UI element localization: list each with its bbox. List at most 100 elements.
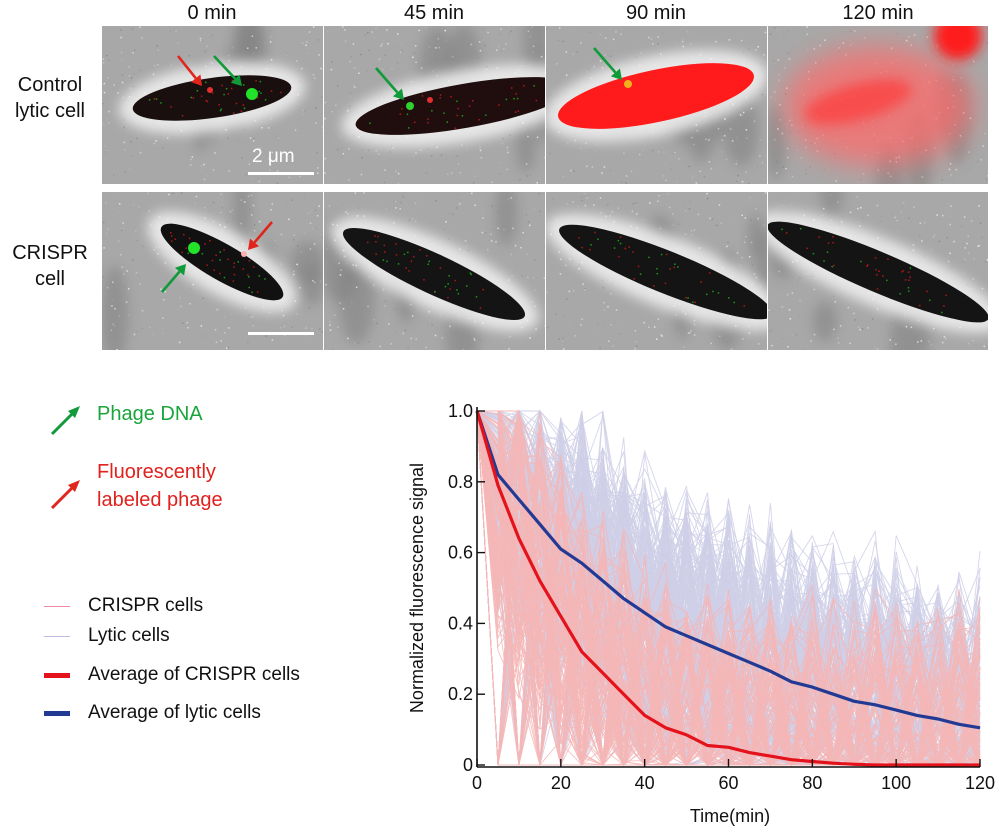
noise: [158, 297, 161, 299]
noise: [306, 41, 308, 43]
noise: [375, 322, 378, 325]
noise: [508, 348, 510, 350]
noise: [755, 276, 758, 279]
noise: [250, 194, 253, 197]
noise: [402, 332, 405, 335]
noise: [936, 214, 938, 216]
noise: [113, 174, 115, 176]
noise: [182, 280, 184, 282]
fluor-speckle: [407, 251, 409, 254]
noise: [769, 300, 771, 303]
fluor-speckle: [204, 243, 206, 245]
noise: [354, 86, 356, 89]
noise: [910, 44, 912, 46]
noise: [934, 233, 936, 236]
noise: [920, 340, 923, 342]
noise: [287, 207, 289, 210]
fluor-speckle: [656, 267, 658, 270]
noise: [859, 328, 861, 331]
noise: [637, 169, 639, 172]
legend-item-lytic-cells: Lytic cells: [44, 624, 170, 648]
fluor-speckle: [211, 92, 214, 94]
noise: [730, 331, 732, 333]
noise: [634, 329, 637, 332]
noise: [308, 126, 311, 129]
y-tick-label: 0.8: [448, 472, 473, 492]
noise: [580, 147, 582, 150]
noise: [349, 95, 352, 98]
noise: [737, 174, 739, 177]
fluor-speckle: [447, 296, 449, 299]
fluor-speckle: [231, 79, 234, 82]
noise: [251, 35, 254, 37]
noise: [987, 174, 988, 177]
fluor-speckle: [427, 263, 429, 266]
noise: [578, 268, 580, 270]
noise: [822, 214, 824, 216]
noise: [599, 197, 602, 199]
noise: [392, 222, 395, 224]
fluor-speckle: [468, 105, 471, 107]
noise: [874, 347, 877, 350]
noise: [452, 56, 454, 58]
noise: [718, 204, 721, 206]
fluor-speckle: [431, 110, 433, 112]
noise: [373, 36, 376, 39]
noise: [799, 299, 801, 302]
noise: [134, 230, 137, 233]
fluor-speckle: [375, 241, 377, 243]
noise: [777, 206, 779, 208]
fluor-speckle: [687, 297, 689, 299]
noise: [589, 31, 591, 34]
noise: [280, 263, 282, 265]
noise: [312, 279, 314, 282]
noise: [106, 286, 109, 289]
noise: [953, 234, 956, 237]
noise: [864, 36, 866, 39]
noise: [779, 104, 781, 106]
noise: [773, 27, 776, 29]
noise: [292, 273, 295, 276]
noise: [928, 340, 930, 343]
noise: [506, 168, 509, 171]
fluor-speckle: [260, 92, 262, 94]
noise: [741, 256, 743, 259]
scale-bar-label: 2 μm: [252, 146, 295, 167]
noise: [270, 208, 272, 211]
fluor-speckle: [449, 288, 451, 290]
noise: [742, 51, 745, 53]
noise: [102, 58, 105, 60]
noise: [346, 262, 349, 265]
fluor-speckle: [874, 257, 877, 259]
noise: [128, 309, 130, 311]
fluor-speckle: [514, 111, 517, 113]
noise: [893, 338, 895, 340]
row-label-control: Control lytic cell: [0, 72, 100, 124]
noise: [615, 31, 617, 33]
fluor-speckle: [878, 270, 880, 273]
noise: [744, 241, 746, 244]
noise: [950, 215, 952, 217]
noise: [688, 208, 691, 210]
noise: [321, 126, 323, 128]
noise: [531, 300, 534, 303]
noise: [378, 58, 381, 61]
noise: [307, 212, 310, 215]
noise: [326, 248, 328, 250]
fluor-speckle: [427, 122, 429, 124]
x-axis-label: Time(min): [690, 806, 770, 826]
noise: [727, 241, 729, 244]
noise: [572, 53, 574, 55]
noise: [663, 151, 665, 154]
noise: [805, 169, 808, 171]
noise: [781, 337, 784, 340]
noise: [147, 232, 149, 235]
noise: [446, 173, 449, 176]
noise: [773, 59, 775, 62]
noise: [912, 244, 915, 246]
noise: [515, 197, 518, 199]
noise: [696, 129, 699, 132]
noise: [368, 340, 370, 343]
noise: [382, 285, 385, 288]
